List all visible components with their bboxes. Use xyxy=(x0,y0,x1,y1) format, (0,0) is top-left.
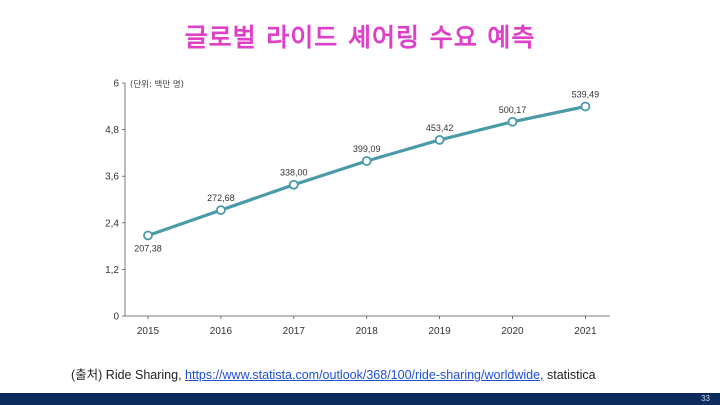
y-tick-label: 2,4 xyxy=(105,218,119,229)
data-point xyxy=(580,101,591,112)
data-label: 539,49 xyxy=(572,89,600,99)
data-label: 399,09 xyxy=(353,144,381,154)
x-tick-label: 2019 xyxy=(428,326,451,337)
x-tick-label: 2018 xyxy=(356,326,379,337)
series-line xyxy=(146,104,588,238)
x-tick-label: 2015 xyxy=(137,326,160,337)
y-tick-label: 0 xyxy=(113,312,119,323)
x-tick-label: 2020 xyxy=(501,326,524,337)
unit-label: (단위: 백만 명) xyxy=(130,79,184,90)
source-link[interactable]: https://www.statista.com/outlook/368/100… xyxy=(185,368,544,382)
data-point xyxy=(215,205,226,216)
source-suffix: statistica xyxy=(543,368,596,382)
y-tick-label: 6 xyxy=(113,79,119,90)
data-point xyxy=(434,135,445,145)
x-tick-label: 2016 xyxy=(210,326,233,337)
source-citation: (출처) Ride Sharing, https://www.statista.… xyxy=(71,364,596,383)
y-tick-label: 4,8 xyxy=(105,125,119,136)
data-point xyxy=(507,116,518,127)
data-label: 500,17 xyxy=(499,105,527,115)
y-tick-label: 3,6 xyxy=(105,172,119,183)
slide-title: 글로벌 라이드 셰어링 수요 예측 xyxy=(184,23,536,52)
data-label: 207,38 xyxy=(134,243,162,253)
source-prefix: (출처) Ride Sharing, xyxy=(71,368,186,382)
y-tick-label: 1,2 xyxy=(105,265,119,276)
data-point xyxy=(143,230,153,241)
data-label: 272,68 xyxy=(207,193,235,203)
page-number: 33 xyxy=(701,394,710,403)
footer-bar: 33 xyxy=(0,393,720,405)
x-tick-label: 2017 xyxy=(283,326,306,337)
data-point xyxy=(361,156,372,166)
data-point xyxy=(288,179,299,190)
data-label: 338,00 xyxy=(280,168,308,178)
data-label: 453,42 xyxy=(426,123,454,133)
x-tick-label: 2021 xyxy=(574,326,597,337)
